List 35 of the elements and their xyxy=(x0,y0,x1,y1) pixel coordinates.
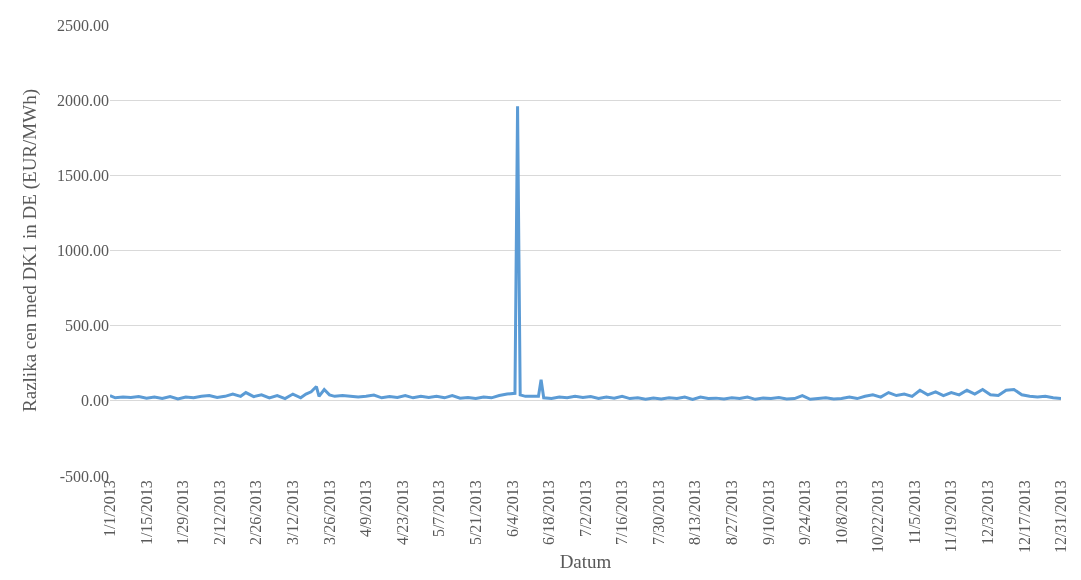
x-tick-label: 5/21/2013 xyxy=(466,480,484,546)
x-tick-label: 10/22/2013 xyxy=(869,480,887,554)
x-tick-label: 11/19/2013 xyxy=(942,480,960,553)
y-axis-title: Razlika cen med DK1 in DE (EUR/MWh) xyxy=(18,89,41,412)
x-tick-label: 5/7/2013 xyxy=(430,480,448,538)
y-tick-label: 2500.00 xyxy=(57,16,109,34)
y-tick-label: 1000.00 xyxy=(57,242,109,260)
x-tick-label: 7/30/2013 xyxy=(649,480,667,546)
x-tick-label: 7/16/2013 xyxy=(613,480,631,546)
x-tick-label: 8/27/2013 xyxy=(723,480,741,546)
x-tick-label: 1/15/2013 xyxy=(137,480,155,546)
x-tick-label: 12/17/2013 xyxy=(1015,480,1033,554)
x-tick-label: 6/4/2013 xyxy=(503,480,521,538)
x-tick-label: 7/2/2013 xyxy=(576,480,594,538)
y-tick-label: 0.00 xyxy=(81,392,109,410)
x-tick-label: 12/31/2013 xyxy=(1052,480,1070,554)
x-tick-label: 12/3/2013 xyxy=(979,480,997,546)
x-tick-label: 2/12/2013 xyxy=(210,480,228,546)
x-tick-label: 4/23/2013 xyxy=(393,480,411,546)
x-axis-title: Datum xyxy=(559,550,612,572)
x-tick-label: 3/12/2013 xyxy=(284,480,302,546)
x-tick-label: 10/8/2013 xyxy=(832,480,850,546)
y-tick-label: 1500.00 xyxy=(57,166,109,184)
y-tick-label: 2000.00 xyxy=(57,91,109,109)
x-tick-label: 9/24/2013 xyxy=(796,480,814,546)
x-tick-label: 1/29/2013 xyxy=(174,480,192,546)
x-tick-label: 9/10/2013 xyxy=(759,480,777,546)
x-tick-label: 4/9/2013 xyxy=(357,480,375,538)
y-tick-label: 500.00 xyxy=(65,317,109,335)
line-series xyxy=(110,104,1061,401)
x-tick-label: 8/13/2013 xyxy=(686,480,704,546)
x-tick-label: 3/26/2013 xyxy=(320,480,338,546)
x-tick-label: 6/18/2013 xyxy=(540,480,558,546)
x-tick-label: 11/5/2013 xyxy=(905,480,923,545)
x-tick-label: 2/26/2013 xyxy=(247,480,265,546)
